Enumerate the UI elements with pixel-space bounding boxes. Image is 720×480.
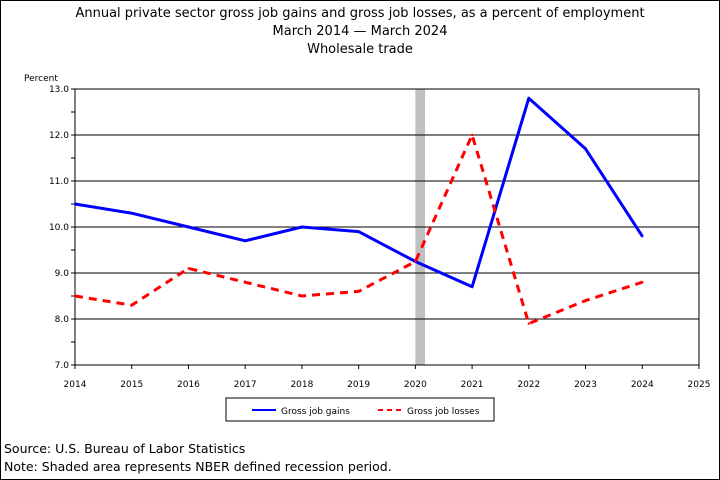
y-tick-label: 8.0 xyxy=(55,315,70,325)
data-point xyxy=(414,260,417,263)
data-point xyxy=(584,299,587,302)
y-tick-label: 10.0 xyxy=(49,223,69,233)
data-point xyxy=(470,285,474,288)
x-tick-label: 2024 xyxy=(631,380,654,390)
x-tick-label: 2018 xyxy=(290,380,313,390)
x-tick-label: 2025 xyxy=(688,380,711,390)
data-point xyxy=(130,212,133,215)
y-tick-label: 7.0 xyxy=(55,361,70,371)
y-tick-label: 11.0 xyxy=(49,177,69,187)
data-point xyxy=(130,304,133,307)
data-point xyxy=(243,239,247,242)
x-tick-label: 2022 xyxy=(517,380,540,390)
data-point xyxy=(73,294,77,298)
y-axis-label: Percent xyxy=(24,74,58,84)
chart-industry: Wholesale trade xyxy=(307,42,413,57)
data-point xyxy=(527,97,531,100)
chart-date-range: March 2014 — March 2024 xyxy=(272,24,448,39)
data-point xyxy=(357,290,360,293)
data-point xyxy=(470,133,474,137)
x-tick-label: 2021 xyxy=(461,380,484,390)
data-point xyxy=(73,202,77,206)
x-tick-label: 2017 xyxy=(234,380,257,390)
data-point xyxy=(527,322,531,325)
data-point xyxy=(300,294,304,298)
data-point xyxy=(187,225,190,229)
plot-area xyxy=(74,88,700,366)
x-tick-label: 2016 xyxy=(177,380,200,390)
chart-title: Annual private sector gross job gains an… xyxy=(75,6,645,21)
x-tick-label: 2014 xyxy=(64,380,87,390)
y-tick-label: 13.0 xyxy=(49,85,69,95)
data-point xyxy=(187,267,190,270)
data-point xyxy=(243,281,247,284)
data-point xyxy=(584,147,587,150)
x-tick-label: 2020 xyxy=(404,380,427,390)
data-point xyxy=(357,230,360,233)
y-tick-label: 9.0 xyxy=(55,269,70,279)
line-chart: 7.0 8.0 9.0 10.0 11.0 12.0 13.0 2014 2015 2016 201… xyxy=(24,74,711,422)
legend-label-gross-job-losses: Gross job losses xyxy=(407,407,480,417)
x-tick-label: 2023 xyxy=(574,380,597,390)
series-line-gross-job-losses xyxy=(74,133,643,326)
legend-label-gross-job-gains: Gross job gains xyxy=(281,407,350,417)
data-point xyxy=(641,235,644,238)
series-line-gross-job-gains xyxy=(74,96,644,289)
y-tick-label: 12.0 xyxy=(49,131,69,141)
legend-box xyxy=(225,397,495,422)
source-note: Source: U.S. Bureau of Labor Statistics xyxy=(4,441,246,456)
recession-note: Note: Shaded area represents NBER define… xyxy=(4,459,392,474)
data-point xyxy=(641,281,644,284)
x-tick-label: 2015 xyxy=(120,380,143,390)
x-tick-label: 2019 xyxy=(347,380,370,390)
data-point xyxy=(300,225,304,229)
